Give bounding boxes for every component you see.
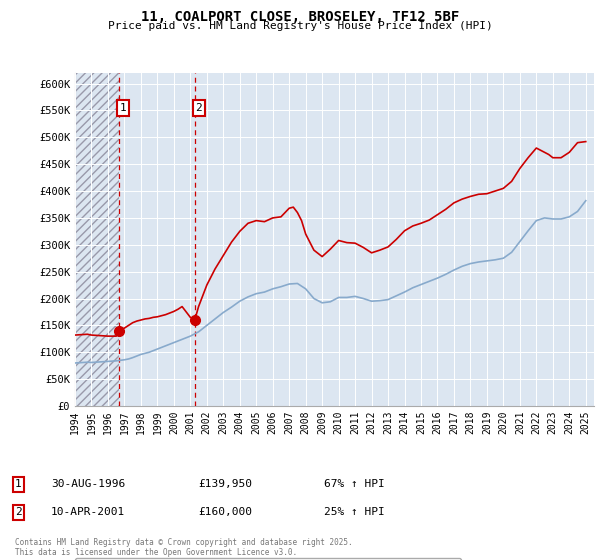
Text: 30-AUG-1996: 30-AUG-1996	[51, 479, 125, 489]
Text: 2: 2	[15, 507, 22, 517]
Text: Contains HM Land Registry data © Crown copyright and database right 2025.
This d: Contains HM Land Registry data © Crown c…	[15, 538, 353, 557]
Text: 2: 2	[196, 103, 202, 113]
Text: 11, COALPORT CLOSE, BROSELEY, TF12 5BF: 11, COALPORT CLOSE, BROSELEY, TF12 5BF	[141, 10, 459, 24]
Text: 1: 1	[15, 479, 22, 489]
Text: 67% ↑ HPI: 67% ↑ HPI	[324, 479, 385, 489]
Text: 1: 1	[119, 103, 127, 113]
Legend: 11, COALPORT CLOSE, BROSELEY, TF12 5BF (detached house), HPI: Average price, det: 11, COALPORT CLOSE, BROSELEY, TF12 5BF (…	[75, 558, 461, 560]
Text: Price paid vs. HM Land Registry's House Price Index (HPI): Price paid vs. HM Land Registry's House …	[107, 21, 493, 31]
Text: 10-APR-2001: 10-APR-2001	[51, 507, 125, 517]
Text: £139,950: £139,950	[198, 479, 252, 489]
Text: 25% ↑ HPI: 25% ↑ HPI	[324, 507, 385, 517]
Bar	[75, 73, 119, 406]
Text: £160,000: £160,000	[198, 507, 252, 517]
